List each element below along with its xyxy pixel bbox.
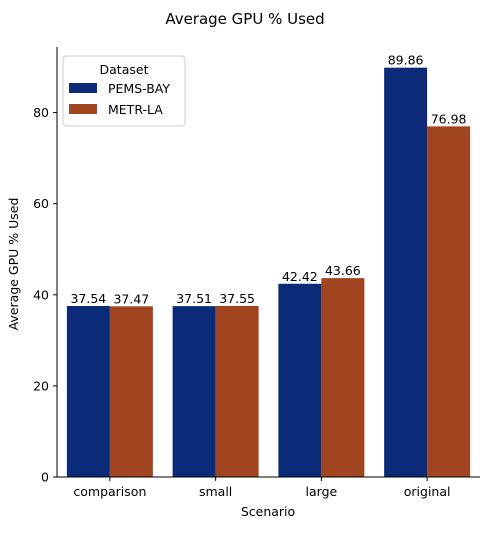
data-label-comparison-metr-la: 37.47 xyxy=(113,291,149,306)
x-axis-label: Scenario xyxy=(241,504,295,519)
x-tick-label-original: original xyxy=(404,484,451,499)
data-label-small-metr-la: 37.55 xyxy=(219,291,255,306)
data-label-small-pems-bay: 37.51 xyxy=(176,291,212,306)
legend: Dataset PEMS-BAY METR-LA xyxy=(62,55,186,127)
data-label-comparison-pems-bay: 37.54 xyxy=(70,291,106,306)
legend-title: Dataset xyxy=(100,62,149,77)
y-tick-label: 0 xyxy=(41,470,49,485)
x-axis: comparison small large original xyxy=(57,476,480,499)
y-tick-label: 40 xyxy=(33,287,49,302)
data-label-original-metr-la: 76.98 xyxy=(431,111,467,126)
bar-small-metr-la xyxy=(215,305,259,477)
bar-comparison-metr-la xyxy=(109,306,153,477)
bar-small-pems-bay xyxy=(172,306,216,477)
bar-comparison-pems-bay xyxy=(66,306,110,477)
chart-title: Average GPU % Used xyxy=(165,10,324,28)
y-axis-label: Average GPU % Used xyxy=(6,198,21,331)
y-tick-label: 60 xyxy=(33,196,49,211)
data-label-large-pems-bay: 42.42 xyxy=(282,269,318,284)
data-labels-layer: 37.54 37.47 37.51 37.55 42.42 43.66 89.86 76.98 xyxy=(70,53,466,307)
data-label-large-metr-la: 43.66 xyxy=(325,263,361,278)
legend-label-metr-la: METR-LA xyxy=(108,102,163,117)
x-tick-label-large: large xyxy=(306,484,338,499)
y-axis: 0 20 40 60 80 xyxy=(33,47,58,485)
y-tick-label: 20 xyxy=(33,378,49,393)
legend-label-pems-bay: PEMS-BAY xyxy=(108,81,170,96)
legend-swatch-metr-la xyxy=(69,104,97,114)
bar-original-metr-la xyxy=(427,126,471,477)
x-tick-label-small: small xyxy=(199,484,232,499)
bar-large-pems-bay xyxy=(278,283,322,477)
legend-swatch-pems-bay xyxy=(69,83,97,93)
bars-layer xyxy=(66,67,471,477)
bar-large-metr-la xyxy=(321,278,365,477)
y-tick-label: 80 xyxy=(33,105,49,120)
bar-original-pems-bay xyxy=(384,67,428,477)
x-tick-label-comparison: comparison xyxy=(73,484,146,499)
data-label-original-pems-bay: 89.86 xyxy=(388,53,424,68)
